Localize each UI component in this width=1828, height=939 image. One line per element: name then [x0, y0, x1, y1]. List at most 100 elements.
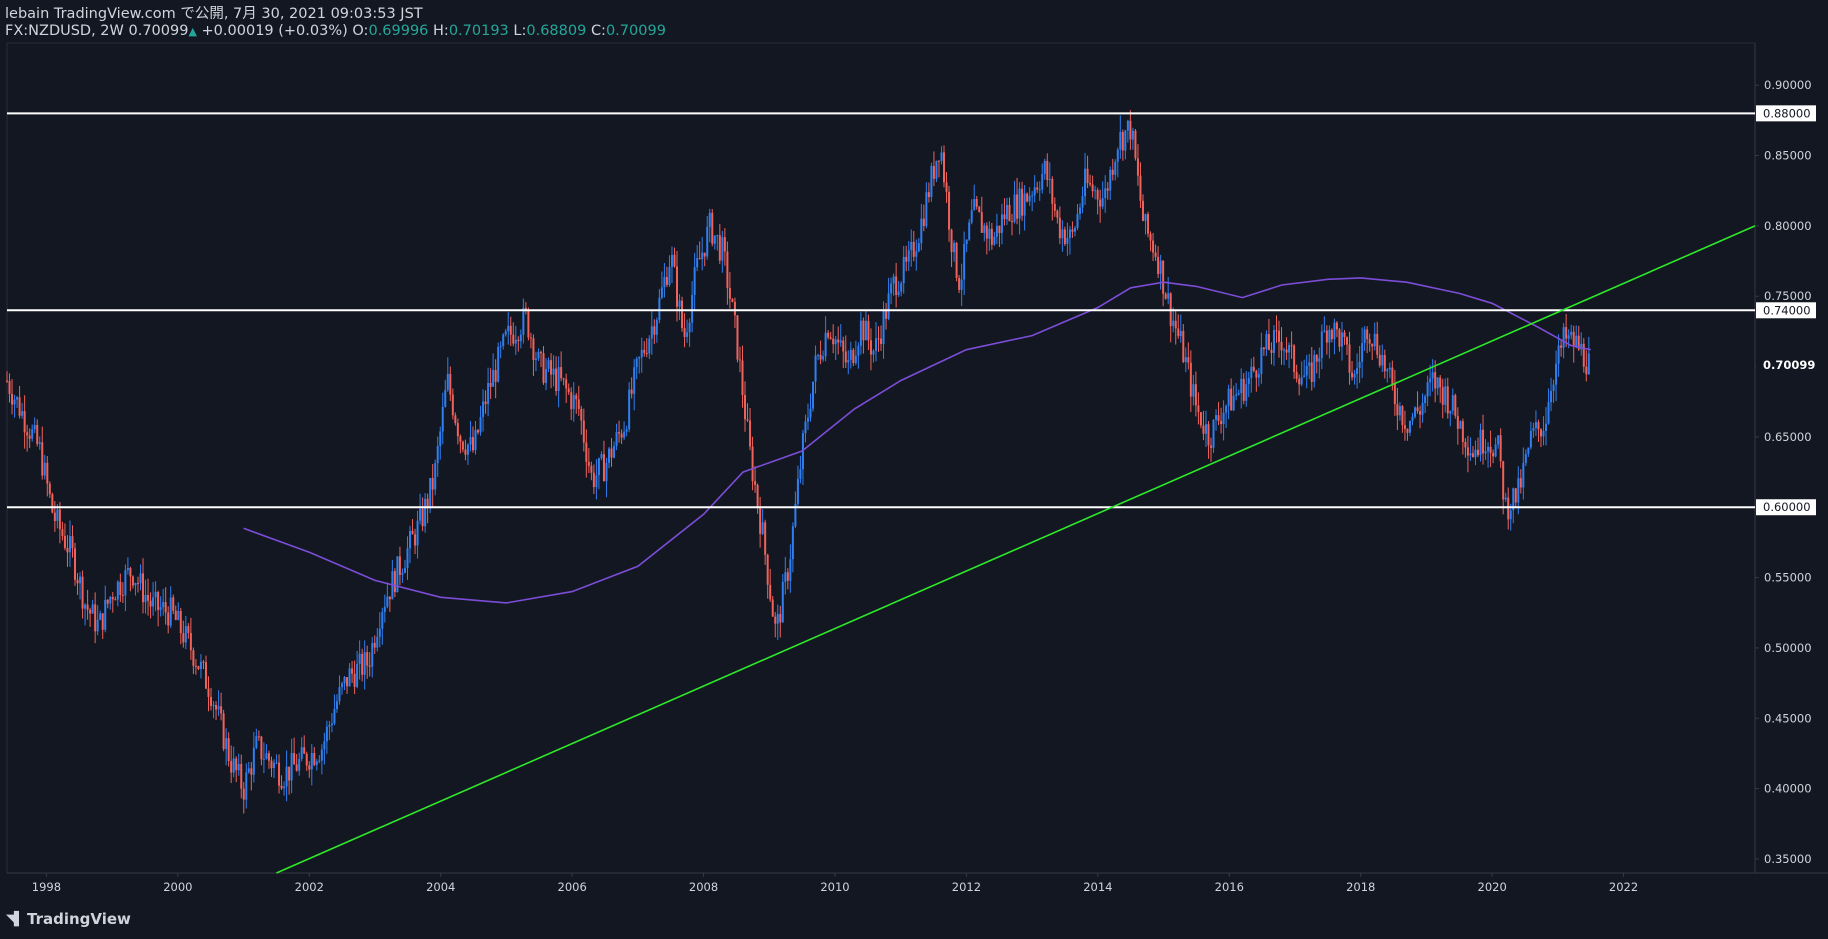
candle-body — [1089, 182, 1092, 185]
price-axis[interactable]: 0.35000 0.40000 0.45000 0.50000 0.55000 0.600… — [1755, 78, 1816, 866]
candle-body — [139, 573, 142, 584]
candle-body — [1194, 384, 1197, 406]
candle-body — [791, 526, 794, 560]
candle-body — [862, 320, 865, 341]
candle-body — [502, 334, 505, 346]
candle-body — [819, 354, 822, 360]
candle-body — [1121, 132, 1124, 151]
candle-body — [338, 687, 341, 702]
price-tick-label: 0.50000 — [1764, 641, 1812, 655]
candle-body — [288, 766, 291, 781]
candle-body — [1217, 415, 1220, 421]
level-price-tag — [1756, 105, 1816, 122]
candle-body — [388, 596, 391, 600]
candle-body — [804, 421, 807, 434]
candle-body — [676, 266, 679, 307]
candle-body — [401, 572, 404, 575]
candle-body — [58, 509, 61, 530]
candle-body — [124, 570, 127, 596]
candle-body — [1358, 361, 1361, 368]
candle-body — [335, 701, 338, 710]
candle-body — [567, 388, 570, 393]
candle-body — [869, 340, 872, 355]
candle-body — [1338, 329, 1341, 347]
candle-body — [504, 331, 507, 335]
trendline-layer — [276, 225, 1756, 874]
candle-body — [713, 235, 716, 244]
candle-body — [424, 498, 427, 527]
candle-body — [812, 381, 815, 409]
candle-body — [492, 370, 495, 387]
candle-body — [1464, 441, 1467, 448]
candle-body — [1129, 120, 1132, 140]
candle-body — [1401, 406, 1404, 426]
candle-body — [806, 417, 809, 422]
time-tick-label: 2004 — [426, 880, 455, 894]
candle-body — [673, 254, 676, 267]
candle-body — [1320, 331, 1323, 359]
candle-body — [970, 210, 973, 223]
candle-body — [56, 509, 59, 521]
candle-body — [61, 529, 64, 536]
candle-body — [618, 432, 621, 434]
candle-body — [1293, 345, 1296, 373]
candle-body — [746, 419, 749, 421]
candle-body — [131, 576, 134, 586]
price-tick-label: 0.40000 — [1764, 782, 1812, 796]
candle-body — [343, 677, 346, 684]
candle-body — [1547, 402, 1550, 424]
candle-body — [31, 429, 34, 439]
candle-body — [368, 665, 371, 667]
candle-body — [43, 462, 46, 476]
close-label: C: — [590, 23, 606, 39]
candle-body — [1479, 429, 1482, 456]
candle-body — [53, 512, 56, 521]
candle-body — [477, 430, 480, 433]
candle-body — [545, 368, 548, 383]
candle-body — [300, 747, 303, 759]
candle-body — [449, 373, 452, 395]
candle-body — [620, 433, 623, 438]
candle-body — [293, 753, 296, 765]
candle-body — [973, 199, 976, 211]
candle-body — [1036, 187, 1039, 190]
candle-body — [1013, 194, 1016, 222]
tradingview-logo-icon: ◥▌ — [6, 911, 24, 927]
candle-body — [11, 393, 14, 405]
candle-body — [51, 494, 54, 513]
candle-body — [469, 437, 472, 445]
tradingview-footer[interactable]: ◥▌ TradingView — [6, 910, 131, 928]
candle-body — [771, 599, 774, 617]
candle-body — [101, 613, 104, 630]
candle-body — [6, 380, 8, 382]
candle-body — [295, 764, 298, 771]
candle-body — [1257, 374, 1260, 378]
candle-body — [1192, 384, 1195, 397]
candle-body — [902, 256, 905, 284]
candle-body — [86, 604, 89, 610]
candle-body — [1147, 214, 1150, 234]
candle-body — [1555, 363, 1558, 385]
candle-body — [706, 226, 709, 257]
candle-body — [1114, 161, 1117, 175]
candle-body — [892, 276, 895, 284]
candle-body — [461, 441, 464, 450]
candle-body — [610, 448, 613, 458]
candle-body — [1368, 339, 1371, 344]
candle-body — [1119, 132, 1122, 150]
candle-body — [718, 235, 721, 261]
candle-body — [1141, 200, 1144, 221]
candle-body — [895, 276, 898, 295]
candle-body — [1023, 193, 1026, 216]
candle-body — [683, 328, 686, 337]
time-axis[interactable]: 1998 2000 2002 2004 2006 2008 2010 2012 2014 2016… — [32, 873, 1638, 894]
candle-body — [670, 254, 673, 267]
candle-body — [1139, 175, 1142, 201]
candle-body — [1096, 190, 1099, 200]
candle-body — [487, 382, 490, 405]
candle-body — [595, 475, 598, 488]
candle-body — [968, 222, 971, 240]
candle-body — [1532, 427, 1535, 431]
candle-body — [1285, 349, 1288, 353]
